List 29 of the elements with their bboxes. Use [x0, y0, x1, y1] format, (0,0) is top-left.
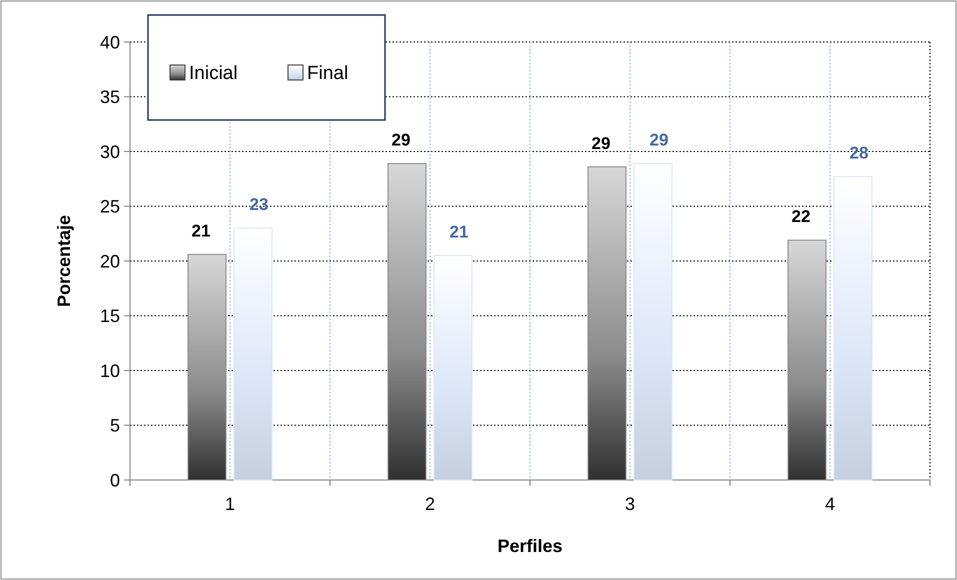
y-tick-label: 5 [110, 416, 120, 436]
data-label: 21 [450, 222, 468, 242]
data-label: 22 [792, 207, 810, 226]
legend-label: Final [307, 63, 348, 84]
y-tick-label: 0 [110, 470, 120, 490]
data-label: 21 [192, 221, 210, 240]
x-tick-label: 2 [424, 494, 436, 514]
y-tick-label: 35 [100, 87, 120, 108]
x-axis-title: Perfiles [497, 536, 563, 556]
y-tick-label: 40 [100, 32, 120, 52]
y-tick-label: 20 [100, 251, 120, 272]
data-label: 29 [392, 130, 410, 150]
x-tick-label: 3 [624, 494, 636, 514]
y-axis-title: Porcentaje [54, 214, 74, 308]
bar [434, 255, 472, 480]
y-tick-label: 25 [100, 196, 120, 217]
x-tick-label: 1 [224, 494, 236, 514]
data-label: 23 [250, 195, 268, 214]
y-tick-label: 30 [100, 142, 120, 162]
bar [234, 228, 272, 480]
y-tick-label: 15 [100, 306, 120, 326]
data-label: 29 [592, 134, 610, 153]
legend-label: Inicial [189, 63, 238, 84]
x-tick-label: 4 [824, 494, 836, 514]
y-tick-label: 10 [100, 360, 120, 381]
bar [834, 176, 872, 480]
data-label: 28 [850, 144, 868, 163]
bar [634, 163, 672, 480]
data-label: 29 [650, 130, 668, 150]
